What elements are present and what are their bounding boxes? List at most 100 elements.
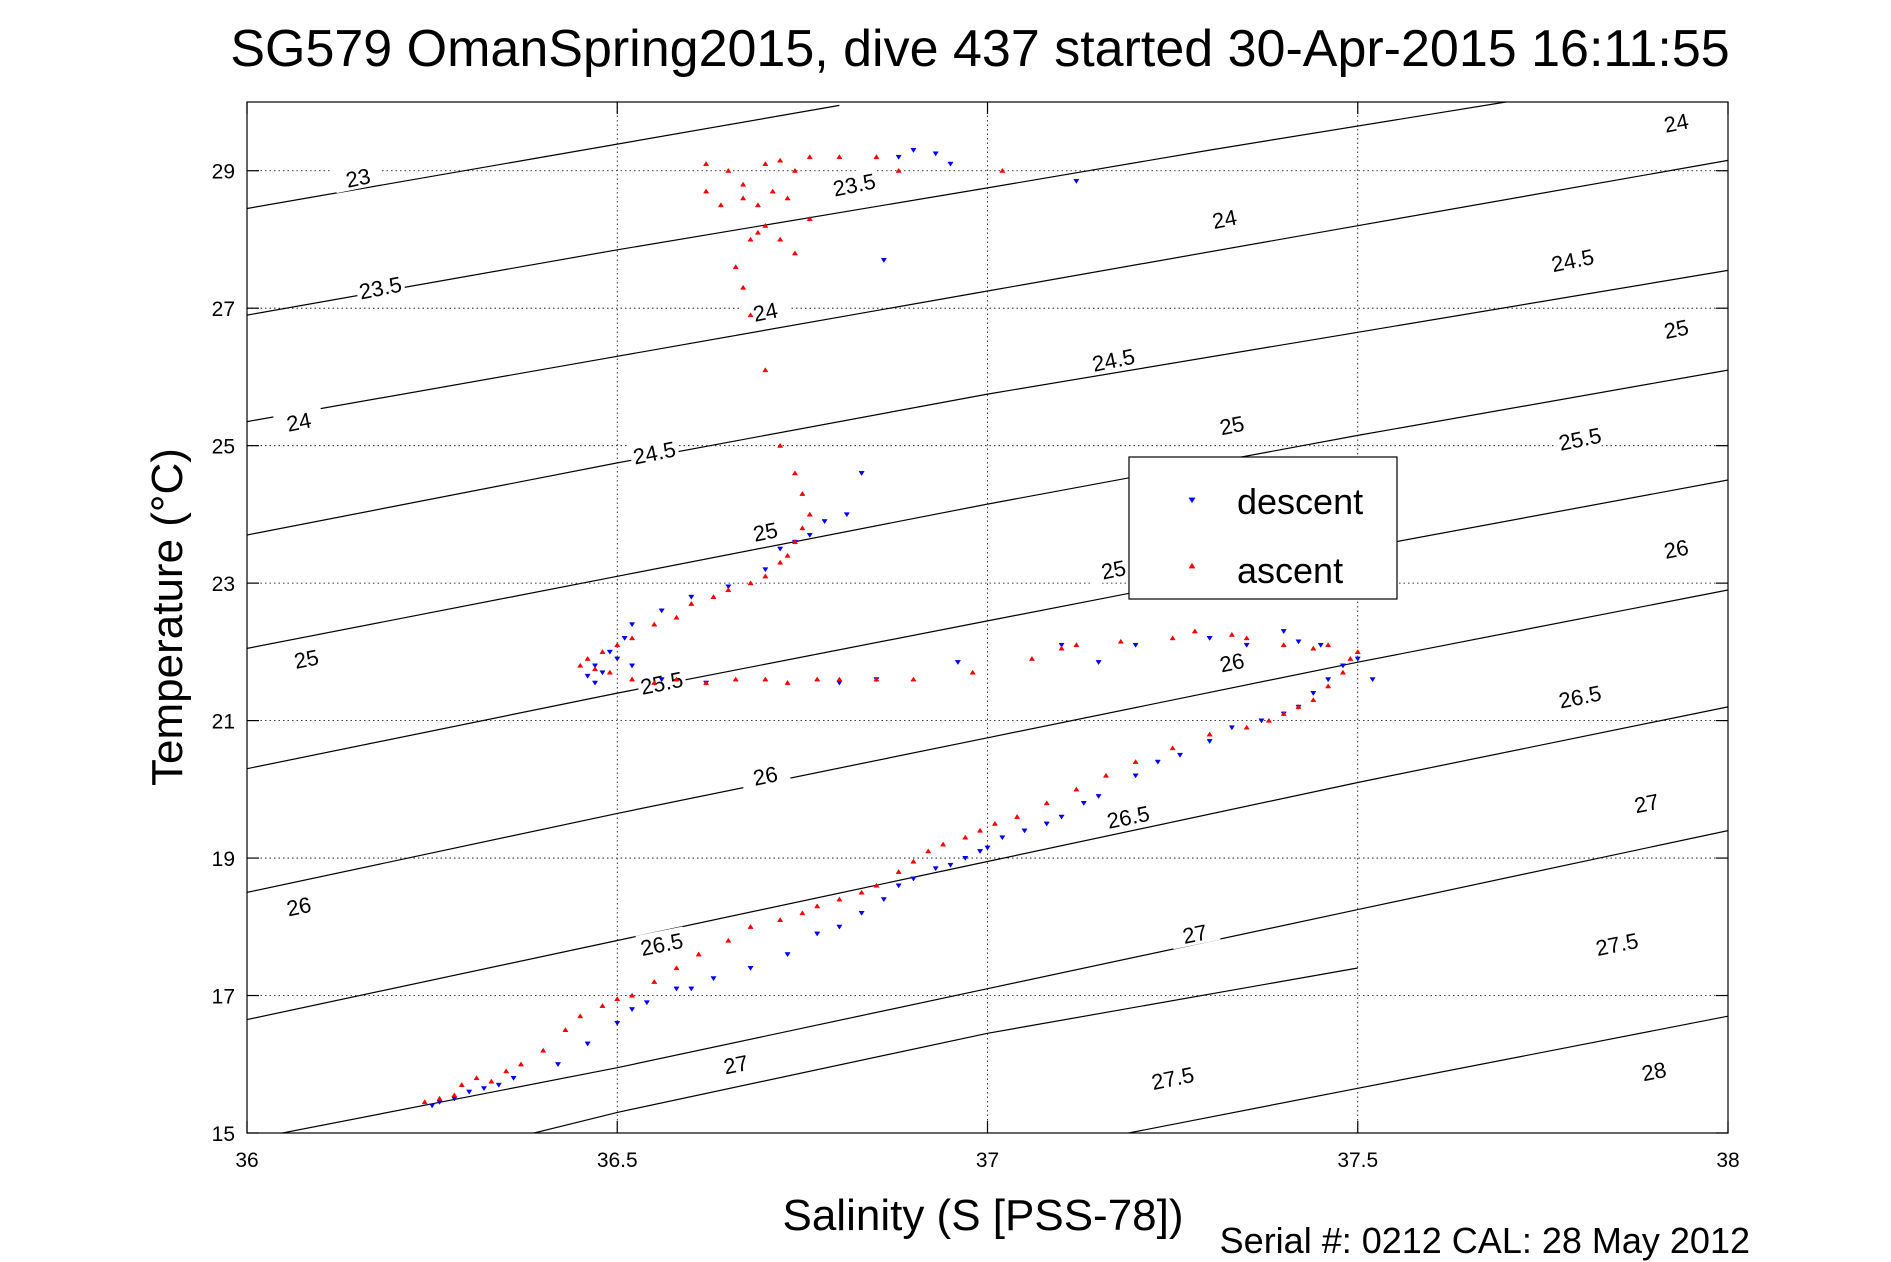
descent-point bbox=[614, 656, 621, 662]
contour-label: 26 bbox=[1217, 648, 1246, 677]
contour-label: 26 bbox=[751, 761, 780, 790]
descent-point bbox=[1206, 636, 1213, 641]
descent-point bbox=[688, 594, 695, 600]
ascent-point bbox=[629, 676, 636, 682]
contour-label: 25 bbox=[1662, 315, 1691, 344]
ascent-point bbox=[1117, 638, 1124, 644]
contour-label: 26 bbox=[284, 892, 313, 921]
ascent-point bbox=[806, 511, 813, 517]
y-tick-label: 25 bbox=[212, 436, 235, 459]
ascent-point bbox=[740, 284, 747, 290]
descent-point bbox=[599, 670, 606, 676]
ascent-point bbox=[969, 669, 976, 675]
contour-label-bg bbox=[272, 404, 325, 438]
y-tick-label: 23 bbox=[212, 573, 235, 596]
ascent-point bbox=[1028, 655, 1035, 661]
descent-point bbox=[658, 677, 665, 683]
ascent-point bbox=[784, 552, 791, 558]
contour-line-25 bbox=[247, 369, 1728, 649]
ascent-point bbox=[791, 250, 799, 256]
ascent-point bbox=[503, 1068, 510, 1074]
ascent-point bbox=[895, 167, 902, 173]
ascent-point bbox=[777, 442, 784, 448]
descent-point bbox=[821, 519, 828, 525]
ascent-point bbox=[836, 154, 843, 160]
descent-point bbox=[1058, 814, 1065, 820]
ascent-point bbox=[806, 216, 813, 221]
ascent-point bbox=[436, 1095, 443, 1101]
contour-label-bg bbox=[739, 514, 792, 548]
ascent-point bbox=[895, 869, 902, 874]
contour-label: 24 bbox=[284, 407, 313, 436]
contour-label: 25 bbox=[1217, 411, 1246, 440]
ascent-point bbox=[1310, 697, 1317, 703]
ascent-point bbox=[791, 167, 799, 173]
ascent-point bbox=[710, 594, 717, 599]
descent-point bbox=[621, 636, 628, 641]
ascent-point bbox=[777, 559, 784, 565]
descent-point bbox=[1325, 677, 1332, 683]
x-tick-label: 36.5 bbox=[597, 1149, 638, 1172]
y-tick-label: 29 bbox=[212, 161, 235, 184]
ascent-point bbox=[1265, 717, 1272, 723]
contour-label-bg bbox=[739, 294, 792, 328]
ascent-point bbox=[777, 236, 784, 242]
y-tick-label: 17 bbox=[212, 986, 235, 1009]
ascent-point bbox=[991, 820, 998, 826]
contour-label: 25 bbox=[751, 517, 780, 546]
descent-point bbox=[629, 622, 636, 628]
ascent-point bbox=[488, 1078, 495, 1084]
ascent-point bbox=[421, 1099, 428, 1105]
ascent-point bbox=[614, 642, 621, 648]
descent-point bbox=[932, 866, 939, 872]
ascent-point bbox=[814, 903, 821, 909]
ascent-point bbox=[799, 490, 806, 496]
ascent-point bbox=[1073, 642, 1080, 648]
contour-label-bg bbox=[1146, 1060, 1199, 1094]
descent-point bbox=[1280, 629, 1287, 635]
ascent-point bbox=[777, 157, 784, 163]
ascent-point bbox=[1014, 814, 1021, 819]
ascent-point bbox=[784, 195, 791, 201]
y-tick-label: 19 bbox=[212, 848, 235, 871]
contour-line-27.5 bbox=[531, 967, 1358, 1133]
descent-point bbox=[947, 862, 954, 868]
ascent-point bbox=[1169, 635, 1176, 641]
ascent-point bbox=[688, 600, 695, 606]
ascent-point bbox=[762, 161, 769, 166]
descent-point bbox=[584, 1041, 591, 1047]
ascent-point bbox=[673, 676, 680, 682]
legend-marker-descent bbox=[1188, 497, 1196, 504]
ascent-point bbox=[517, 1061, 525, 1067]
ascent-point bbox=[762, 573, 769, 579]
ascent-point bbox=[1132, 759, 1139, 764]
contour-label-bg bbox=[628, 435, 680, 469]
descent-point bbox=[1243, 642, 1250, 648]
contour-label: 27 bbox=[721, 1050, 750, 1079]
ascent-point bbox=[910, 676, 917, 682]
y-tick-label: 15 bbox=[212, 1123, 235, 1146]
ascent-point bbox=[703, 188, 710, 194]
ascent-point bbox=[777, 917, 784, 922]
contour-label-bg bbox=[1553, 421, 1606, 455]
contour-label-bg bbox=[1205, 644, 1258, 678]
contour-line-28 bbox=[1125, 1015, 1728, 1133]
descent-point bbox=[643, 1000, 650, 1006]
ascent-point bbox=[673, 965, 680, 971]
contour-label-bg bbox=[1650, 311, 1702, 345]
descent-point bbox=[1295, 639, 1302, 645]
descent-point bbox=[1095, 794, 1102, 800]
ascent-point bbox=[769, 188, 776, 194]
ascent-point bbox=[703, 679, 710, 685]
ascent-point bbox=[725, 937, 732, 943]
ascent-point bbox=[451, 1092, 458, 1098]
descent-point bbox=[836, 924, 843, 930]
descent-point bbox=[658, 608, 665, 614]
descent-point bbox=[1354, 656, 1361, 662]
contour-label-bg bbox=[1205, 407, 1258, 441]
descent-point bbox=[584, 673, 591, 679]
ascent-point bbox=[762, 222, 769, 228]
contour-line-27 bbox=[279, 830, 1728, 1133]
ascent-point bbox=[940, 841, 947, 847]
descent-point bbox=[895, 154, 902, 160]
